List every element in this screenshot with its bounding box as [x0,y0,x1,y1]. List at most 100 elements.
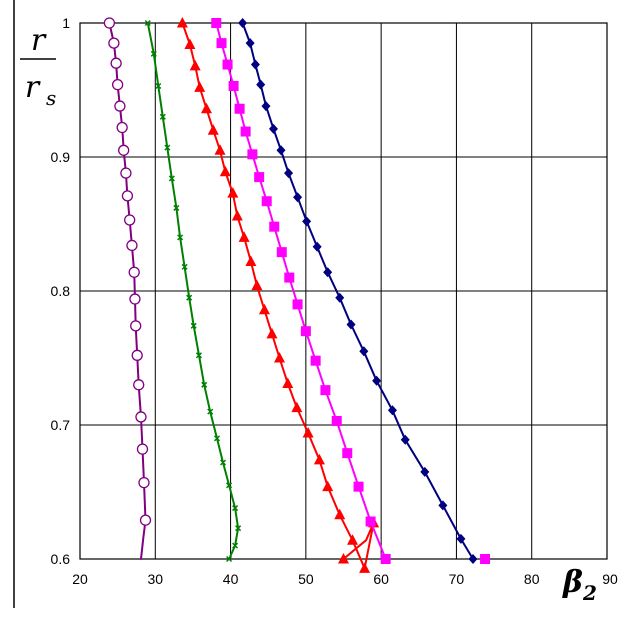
data-point [372,376,381,386]
data-point [139,478,149,488]
x-tick-label: 90 [602,571,618,587]
data-point [251,280,262,291]
x-tick-label: 80 [524,571,540,587]
data-point [259,304,270,315]
data-point [115,101,125,111]
data-point [480,554,490,564]
data-point [104,18,114,28]
data-point [301,326,311,336]
data-point [239,231,250,242]
data-point [208,124,219,135]
data-point [354,482,364,492]
data-point [251,60,260,70]
data-point [238,18,247,28]
data-point [235,104,245,114]
data-point [388,405,397,415]
y-axis-label-numerator: r [31,23,47,58]
data-point [366,516,376,526]
data-point [247,149,257,159]
data-point [119,145,129,155]
data-point [334,509,345,520]
data-point [347,534,358,545]
data-point [359,562,370,573]
data-point [311,356,321,366]
data-point [261,101,270,111]
data-point [342,448,352,458]
data-point [302,216,311,226]
data-point [332,416,342,426]
y-axis-label: r r s [20,23,56,110]
data-point [347,320,356,330]
data-point [217,38,227,48]
data-point [136,412,146,422]
data-point [269,222,279,232]
data-point [262,196,272,206]
data-point [313,242,322,252]
data-point [215,144,226,155]
data-point [293,299,303,309]
x-tick-label: 60 [373,571,389,587]
grid [80,23,607,559]
y-axis-label-subscript: s [46,86,56,110]
data-point [190,60,201,70]
data-point [322,481,333,492]
data-point [132,350,142,360]
data-point [291,402,302,413]
x-tick-label: 50 [298,571,314,587]
data-point [323,267,332,277]
data-point [293,192,302,202]
data-point [184,38,195,49]
y-tick-label: 0.6 [51,551,71,567]
data-point [121,168,131,178]
x-axis-label-subscript: 2 [582,581,597,605]
x-tick-label: 20 [72,571,88,587]
y-tick-label: 0.7 [51,417,71,433]
series [177,17,379,573]
y-axis-label-denominator: r [25,70,41,105]
data-point [335,293,344,303]
data-point [254,172,264,182]
series [104,18,150,559]
data-point [127,240,137,250]
data-point [211,18,221,28]
series-line [182,23,373,568]
x-axis-ticks: 20 30 40 50 60 70 80 90 [72,571,618,587]
data-point [256,80,265,90]
data-point [194,81,205,92]
data-point [274,352,285,363]
y-tick-label: 0.8 [51,283,71,299]
data-point [381,554,391,564]
data-point [129,267,139,277]
data-point [117,123,127,133]
data-point [220,166,231,177]
data-point [134,380,144,390]
data-point [109,38,119,48]
data-point [125,215,135,225]
data-point [282,377,293,388]
data-point [111,58,121,68]
series-layer [104,17,490,573]
data-point [266,328,277,339]
data-point [320,385,330,395]
data-point [140,515,150,525]
data-point [359,346,368,356]
data-point [269,124,278,134]
data-point [177,17,188,28]
data-point [131,321,141,331]
data-point [201,103,212,114]
data-point [130,294,140,304]
data-point [277,247,287,257]
data-point [438,500,447,510]
data-point [284,273,294,283]
data-point [246,38,255,48]
x-tick-label: 70 [449,571,465,587]
x-axis-label-main: β [562,565,583,600]
y-tick-label: 0.9 [51,149,71,165]
data-point [303,427,314,438]
data-point [245,256,256,266]
data-point [277,145,286,155]
data-point [241,127,251,137]
data-point [314,454,325,465]
x-axis-label: β 2 [562,565,597,605]
